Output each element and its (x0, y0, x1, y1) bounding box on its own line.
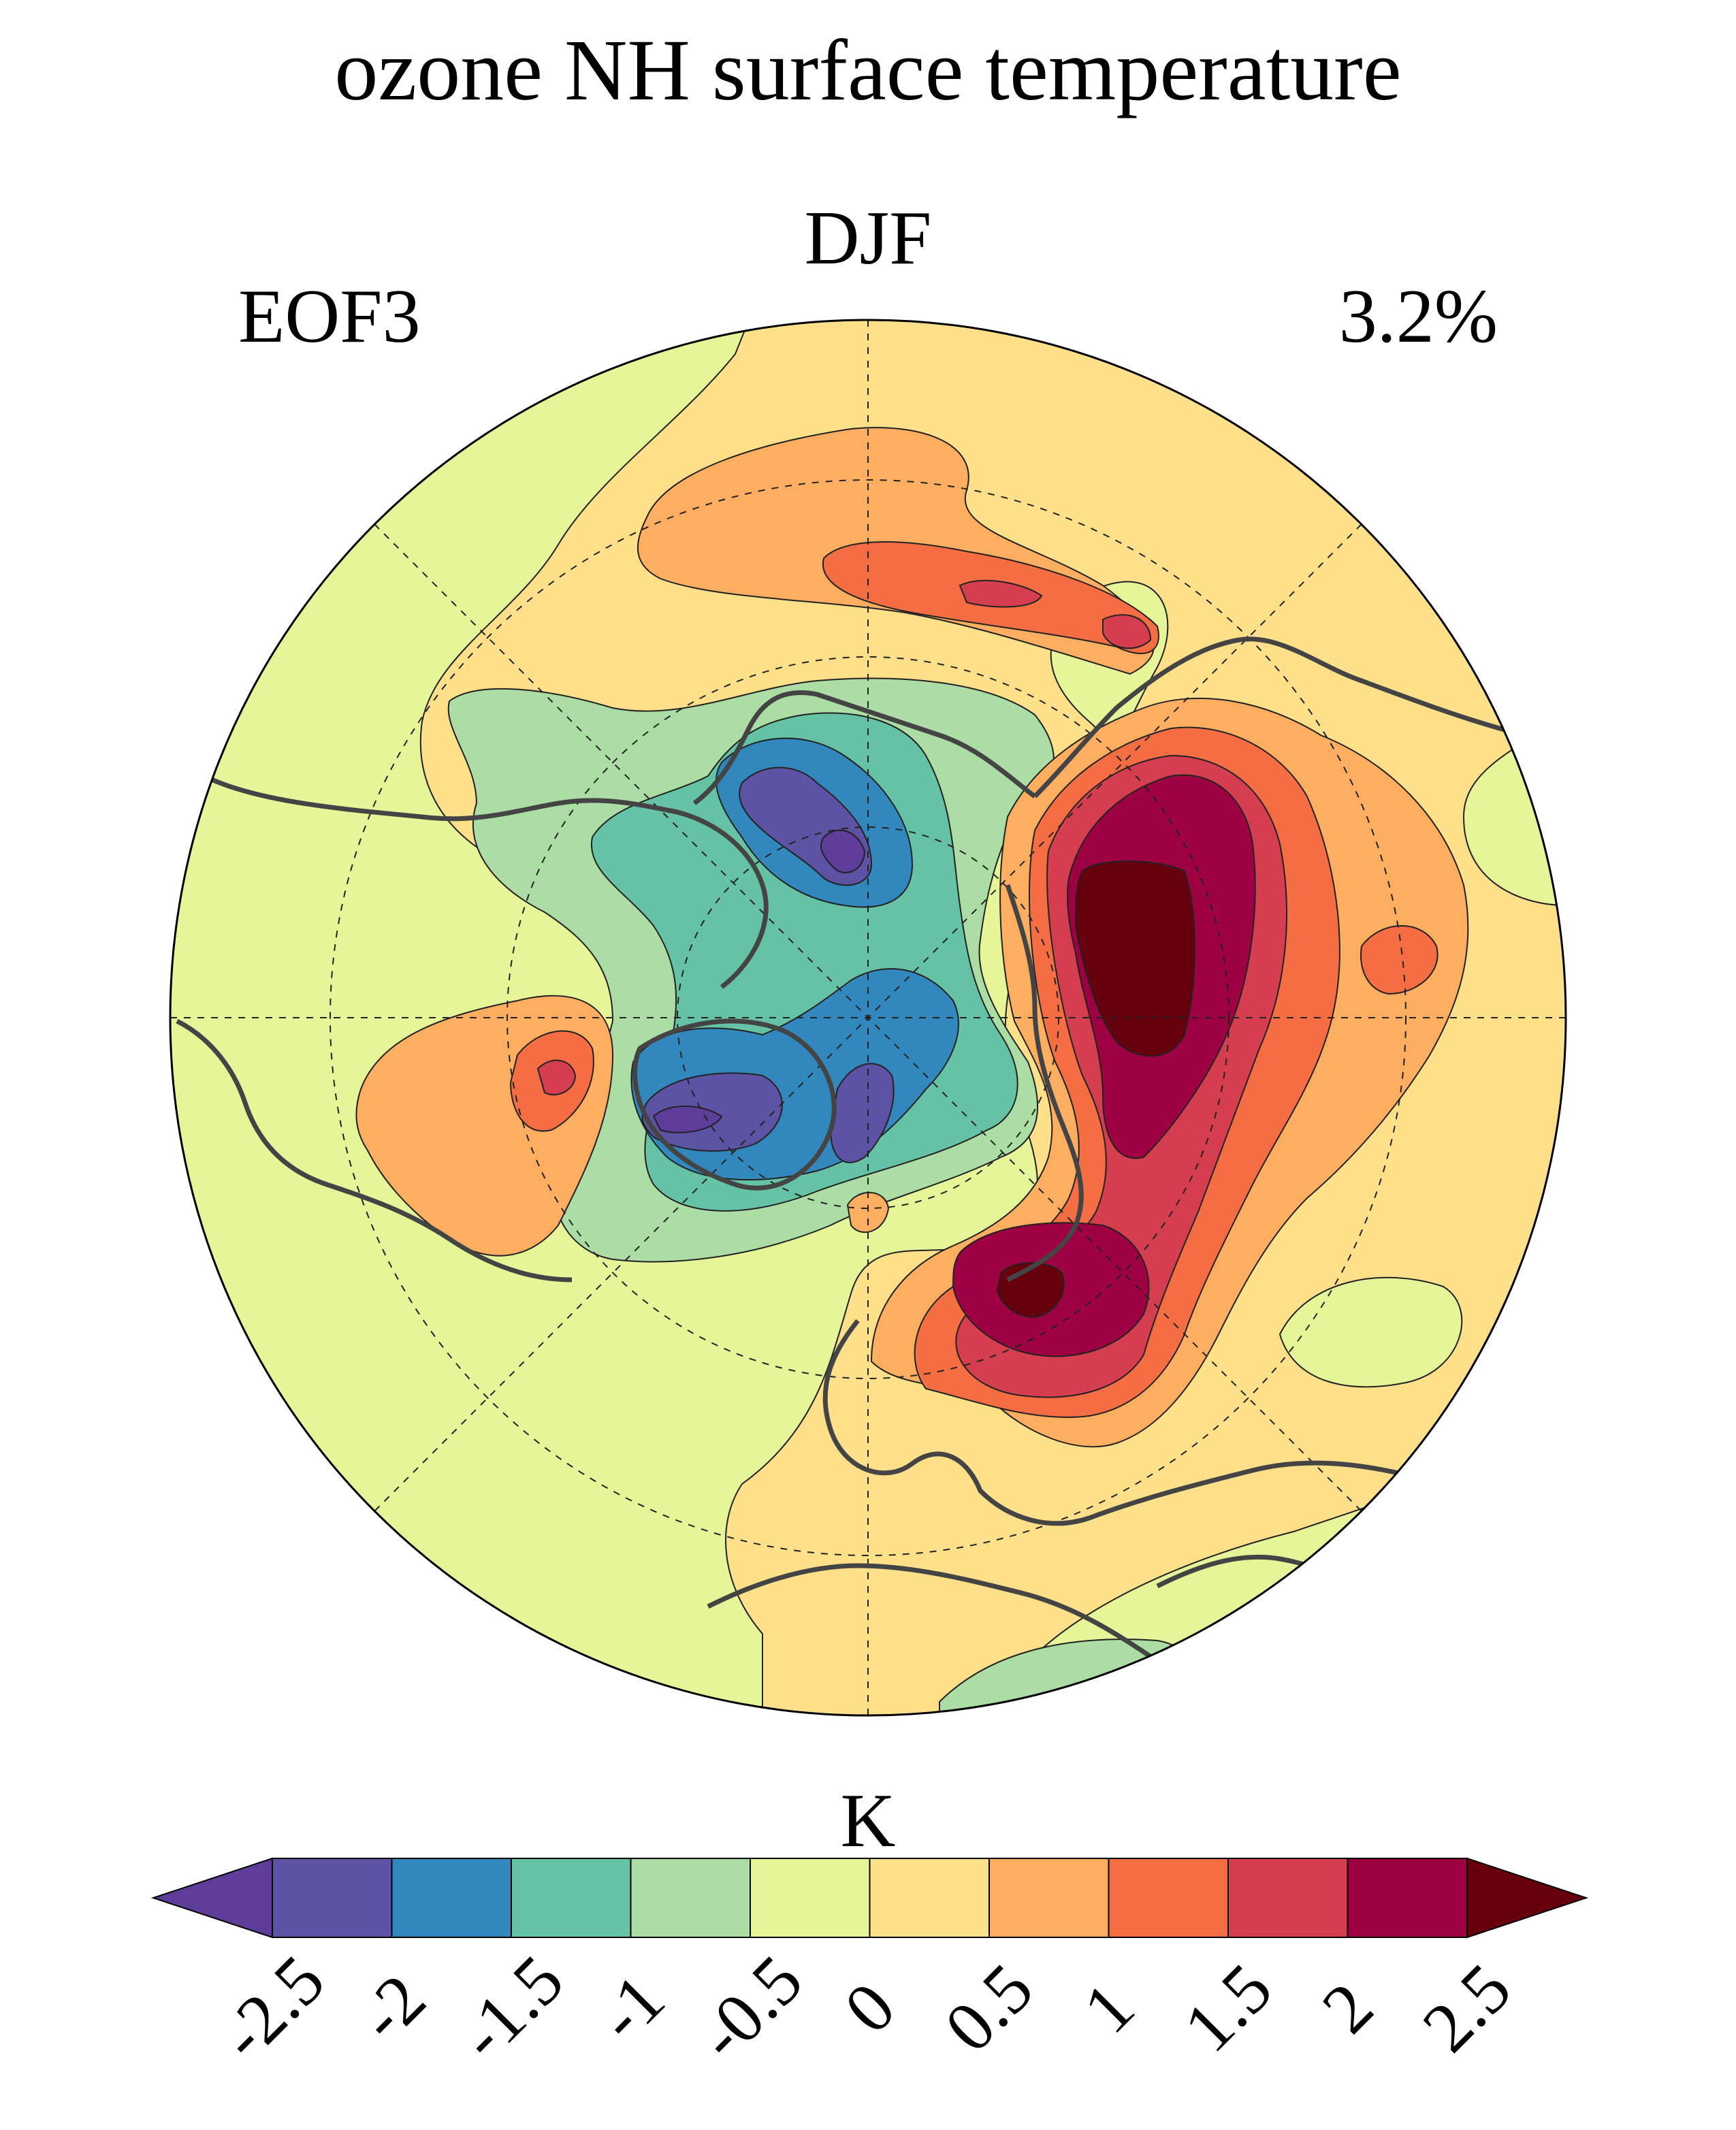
map-boundary (169, 319, 1567, 1717)
figure-title: ozone NH surface temperature (334, 22, 1402, 118)
meridian-135 (374, 523, 1362, 1512)
graticule (170, 320, 1566, 1715)
colorbar-cell (869, 1858, 990, 1938)
coast-asia-east (1033, 636, 1526, 798)
coast-greenland (632, 1018, 837, 1191)
field-pacific-15b (1102, 614, 1152, 649)
field-asia-15 (536, 1059, 577, 1096)
colorbar-tick-label: 1 (1068, 1967, 1149, 2048)
colorbar-tick-label: -1.5 (443, 1940, 579, 2076)
colorbar-cell (272, 1858, 393, 1938)
coast-europe (822, 1319, 1417, 1526)
coast-alaska (692, 690, 1037, 805)
colorbar-extend-high (1466, 1857, 1589, 1939)
variance-label: 3.2% (1338, 274, 1498, 359)
field-green-25 (652, 1106, 723, 1133)
colorbar-tick-label: 1.5 (1169, 1949, 1287, 2067)
coastlines (176, 636, 1526, 1663)
eof-label: EOF3 (238, 274, 421, 359)
colorbar-cell (1227, 1858, 1349, 1938)
field-green-20b (829, 1063, 895, 1163)
colorbar-tick-label: 2 (1307, 1967, 1388, 2048)
field-pacific-15 (959, 579, 1043, 608)
colorbar-tick-label: 0.5 (930, 1949, 1048, 2067)
colorbar-cell (391, 1858, 512, 1938)
colorbar-tick-label: -2.5 (204, 1940, 340, 2076)
colorbar-tick-label: 0 (829, 1967, 910, 2048)
field-pole-05 (846, 1191, 890, 1233)
coast-africa (707, 1563, 1159, 1663)
colorbar-cell (1347, 1858, 1468, 1938)
field-near-zero-ne (1279, 1276, 1463, 1388)
colorbar-cell (630, 1858, 751, 1938)
colorbar-tick-label: -0.5 (682, 1940, 818, 2076)
colorbar-cell (511, 1858, 632, 1938)
colorbar-cell (1108, 1858, 1229, 1938)
colorbar-cell (750, 1858, 871, 1938)
colorbar-extend-low (150, 1857, 273, 1939)
season-label: DJF (804, 196, 932, 280)
colorbar-unit: K (840, 1779, 896, 1863)
colorbar-tick-label: 2.5 (1408, 1949, 1526, 2067)
coast-eurasia-arctic (1005, 884, 1084, 1282)
polar-map (169, 319, 1567, 1717)
field-siberia-25 (1074, 860, 1195, 1057)
field-east-10 (1360, 925, 1438, 995)
colorbar-cells (150, 1857, 1589, 1939)
latitude-circle-40 (329, 479, 1407, 1556)
coast-north-america (203, 773, 769, 989)
coast-west (176, 1018, 573, 1282)
colorbar-tick-label: -1 (581, 1959, 679, 2056)
colorbar-cell (988, 1858, 1110, 1938)
field-cold-25 (820, 829, 866, 873)
latitude-circle-60 (507, 656, 1229, 1379)
colorbar-tick-label: -2 (342, 1959, 440, 2056)
